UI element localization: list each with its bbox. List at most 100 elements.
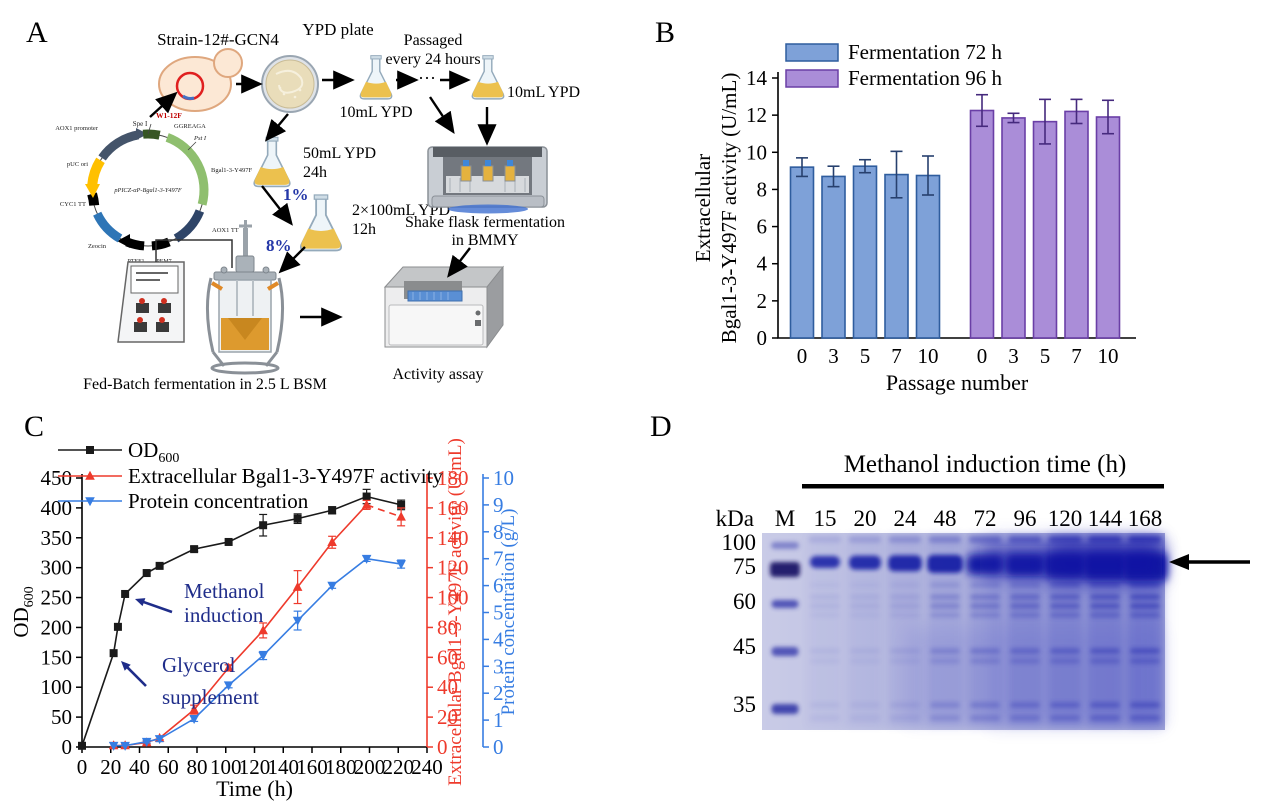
aox1-promoter-segment bbox=[98, 130, 140, 161]
protein-tick-label: 3 bbox=[493, 654, 504, 678]
marker-triangle-up bbox=[327, 537, 337, 547]
marker-triangle-up bbox=[361, 499, 372, 509]
activity-tick-label: 160 bbox=[437, 496, 469, 520]
lane-label-96: 96 bbox=[1014, 506, 1037, 531]
c-ylabel-protein: Protein concentration (g/L) bbox=[498, 509, 519, 716]
y-tick-label: 0 bbox=[757, 326, 768, 350]
activity-tick-label: 140 bbox=[437, 526, 469, 550]
gel-panel: Methanol induction time (h) kDa M 15 20 24 48 7… bbox=[716, 451, 1250, 730]
plasmid-zeocin-label: Zeocin bbox=[88, 243, 107, 250]
bar-group-72h bbox=[789, 150, 941, 339]
yeast-cell bbox=[158, 48, 243, 112]
x-tick-label: 140 bbox=[268, 755, 300, 779]
marker-triangle-down bbox=[327, 581, 337, 591]
activity-tick-label: 100 bbox=[437, 586, 469, 610]
marker-square bbox=[155, 561, 164, 570]
marker-square bbox=[121, 589, 130, 598]
y-tick-label: 2 bbox=[757, 289, 768, 313]
background-band bbox=[810, 582, 840, 588]
left-tick-label: 200 bbox=[41, 615, 73, 639]
bar bbox=[852, 165, 878, 339]
flask200-label-line1: 2×100mL YPD bbox=[352, 202, 450, 219]
marker-square bbox=[86, 446, 94, 454]
x-tick-label: 10 bbox=[1098, 344, 1119, 368]
legend-swatch bbox=[785, 69, 839, 88]
marker-triangle-down bbox=[258, 651, 268, 661]
legend-label: Fermentation 72 h bbox=[848, 40, 1002, 64]
background-band bbox=[810, 715, 840, 721]
marker-triangle-down bbox=[292, 616, 303, 626]
incubator-bottles bbox=[460, 160, 516, 182]
flask1-label: 10mL YPD bbox=[339, 104, 412, 121]
shake-caption-line2: in BMMY bbox=[451, 232, 519, 249]
arrow-line bbox=[124, 664, 147, 687]
marker-square bbox=[328, 506, 337, 515]
background-band bbox=[810, 702, 840, 708]
background-band bbox=[850, 658, 880, 664]
fermenter-control-unit bbox=[117, 261, 185, 343]
legend-label: Fermentation 96 h bbox=[848, 66, 1002, 90]
marker-triangle-up bbox=[189, 704, 199, 714]
activity-tick-label: 0 bbox=[437, 735, 448, 759]
marker-square bbox=[224, 537, 233, 546]
y-tick-label: 8 bbox=[757, 177, 768, 201]
marker-band bbox=[771, 542, 799, 549]
annotation-glycerol-supplement: Glycerol supplement bbox=[121, 653, 259, 709]
panel-a-label: A bbox=[26, 16, 48, 49]
marker-band bbox=[771, 647, 799, 656]
arrow-head bbox=[135, 598, 146, 607]
x-tick-label: 200 bbox=[354, 755, 386, 779]
inoculum-1-percent: 1% bbox=[283, 185, 309, 204]
marker-square bbox=[293, 514, 302, 523]
background-band bbox=[890, 582, 920, 588]
marker-square bbox=[78, 741, 86, 750]
legend-label: Protein concentration bbox=[128, 489, 309, 513]
activity-tick-label: 40 bbox=[437, 675, 458, 699]
marker-square bbox=[113, 622, 122, 631]
aox1-tt-segment bbox=[173, 209, 205, 243]
gel-unit-label: kDa bbox=[716, 506, 754, 531]
left-tick-label: 450 bbox=[41, 466, 73, 490]
x-tick-label: 80 bbox=[187, 755, 208, 779]
lane-label-168: 168 bbox=[1128, 506, 1163, 531]
y-tick-label: 12 bbox=[746, 103, 767, 127]
activity-tick-label: 80 bbox=[437, 615, 458, 639]
x-tick-label: 20 bbox=[100, 755, 121, 779]
marker-triangle-down bbox=[154, 735, 165, 745]
bar bbox=[915, 174, 941, 339]
bar bbox=[821, 175, 846, 339]
legend-swatch bbox=[785, 43, 839, 62]
background-band bbox=[890, 612, 920, 618]
top-smear bbox=[889, 536, 921, 543]
c-ylabel-activity: Extracellular Bgal1-3-Y497F activity (U/… bbox=[445, 438, 466, 786]
y-tick-label: 10 bbox=[746, 140, 767, 164]
left-tick-label: 350 bbox=[41, 526, 73, 550]
flask-50ml bbox=[253, 136, 291, 188]
svg-text:induction: induction bbox=[184, 603, 264, 627]
top-smear bbox=[809, 536, 841, 543]
x-tick-label: 3 bbox=[828, 344, 839, 368]
marker-square bbox=[397, 500, 406, 509]
y-tick-label: 14 bbox=[746, 66, 768, 90]
b-xlabel: Passage number bbox=[886, 370, 1029, 395]
lane-label-120: 120 bbox=[1048, 506, 1083, 531]
marker-triangle-down bbox=[141, 737, 152, 747]
background-band bbox=[850, 594, 880, 600]
background-band bbox=[850, 715, 880, 721]
marker-square bbox=[362, 492, 371, 501]
protein-tick-label: 9 bbox=[493, 493, 504, 517]
panel-b-label: B bbox=[655, 16, 676, 49]
fedbatch-caption: Fed-Batch fermentation in 2.5 L BSM bbox=[83, 376, 327, 393]
y-tick-label: 6 bbox=[757, 215, 768, 239]
marker-band bbox=[771, 600, 799, 608]
puc-ori-segment bbox=[87, 157, 105, 186]
protein-tick-label: 1 bbox=[493, 708, 504, 732]
marker-triangle-up bbox=[396, 511, 406, 521]
shake-incubator bbox=[427, 146, 548, 214]
control-knobs bbox=[134, 298, 171, 332]
target-band bbox=[927, 554, 963, 573]
panel-a-workflow-diagram: Spe I W1-12F GGREAGA Pst I AOX1 promoter… bbox=[55, 20, 580, 393]
bar bbox=[789, 166, 815, 339]
activity-tick-label: 60 bbox=[437, 645, 458, 669]
